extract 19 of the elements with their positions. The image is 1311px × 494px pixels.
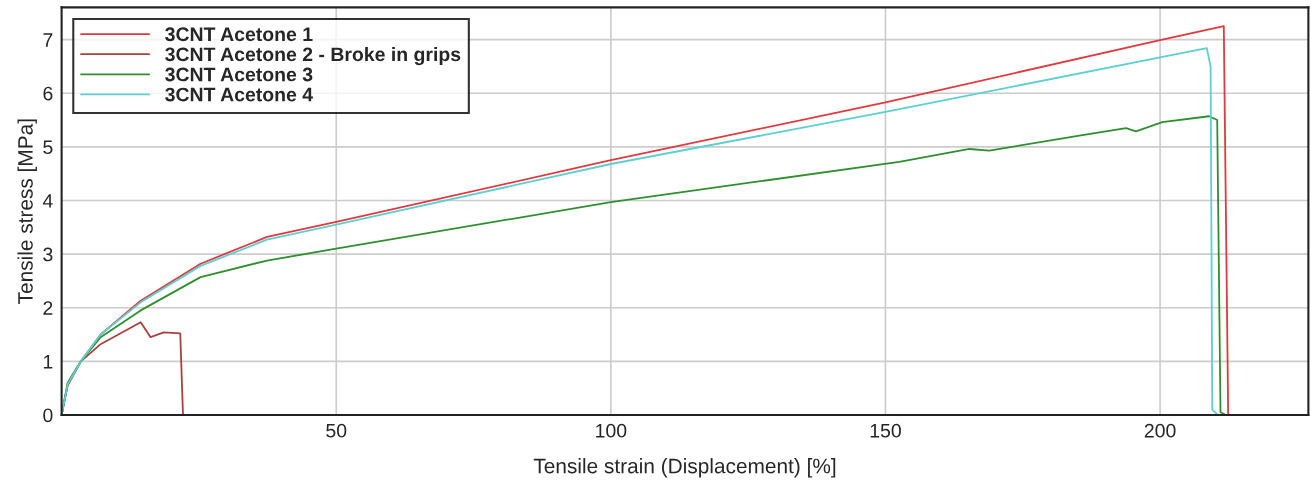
legend-label: 3CNT Acetone 2 - Broke in grips bbox=[165, 46, 461, 66]
x-tick-label: 200 bbox=[1144, 423, 1176, 438]
y-tick-label: 7 bbox=[43, 33, 53, 47]
y-tick-label: 2 bbox=[43, 301, 53, 315]
x-tick-label: 50 bbox=[326, 423, 347, 438]
y-axis-title: Tensile stress [MPa] bbox=[17, 119, 37, 304]
x-tick-label: 150 bbox=[870, 423, 901, 438]
legend-label: 3CNT Acetone 4 bbox=[165, 87, 313, 102]
legend-label: 3CNT Acetone 1 bbox=[165, 27, 313, 42]
line-series bbox=[61, 115, 1227, 415]
y-tick-label: 5 bbox=[43, 140, 53, 155]
y-tick-label: 6 bbox=[43, 86, 53, 101]
legend-label: 3CNT Acetone 3 bbox=[165, 67, 313, 82]
x-axis-title: Tensile strain (Displacement) [%] bbox=[533, 458, 836, 478]
y-tick-label: 4 bbox=[42, 194, 53, 208]
y-tick-label: 1 bbox=[43, 355, 53, 369]
x-tick-label: 100 bbox=[596, 423, 627, 438]
y-tick-label: 3 bbox=[43, 247, 53, 262]
y-tick-label: 0 bbox=[43, 408, 53, 423]
